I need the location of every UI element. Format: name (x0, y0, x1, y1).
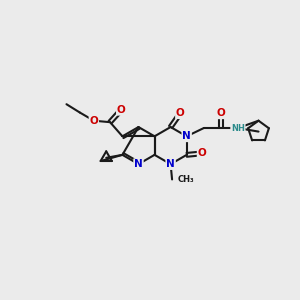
Text: O: O (217, 108, 225, 118)
Text: NH: NH (231, 124, 245, 133)
Text: CH₃: CH₃ (177, 175, 194, 184)
Text: O: O (117, 105, 126, 115)
Text: N: N (134, 159, 143, 169)
Text: O: O (89, 116, 98, 126)
Text: O: O (176, 108, 185, 118)
Text: O: O (198, 148, 206, 158)
Text: N: N (182, 131, 191, 141)
Text: N: N (166, 159, 175, 169)
